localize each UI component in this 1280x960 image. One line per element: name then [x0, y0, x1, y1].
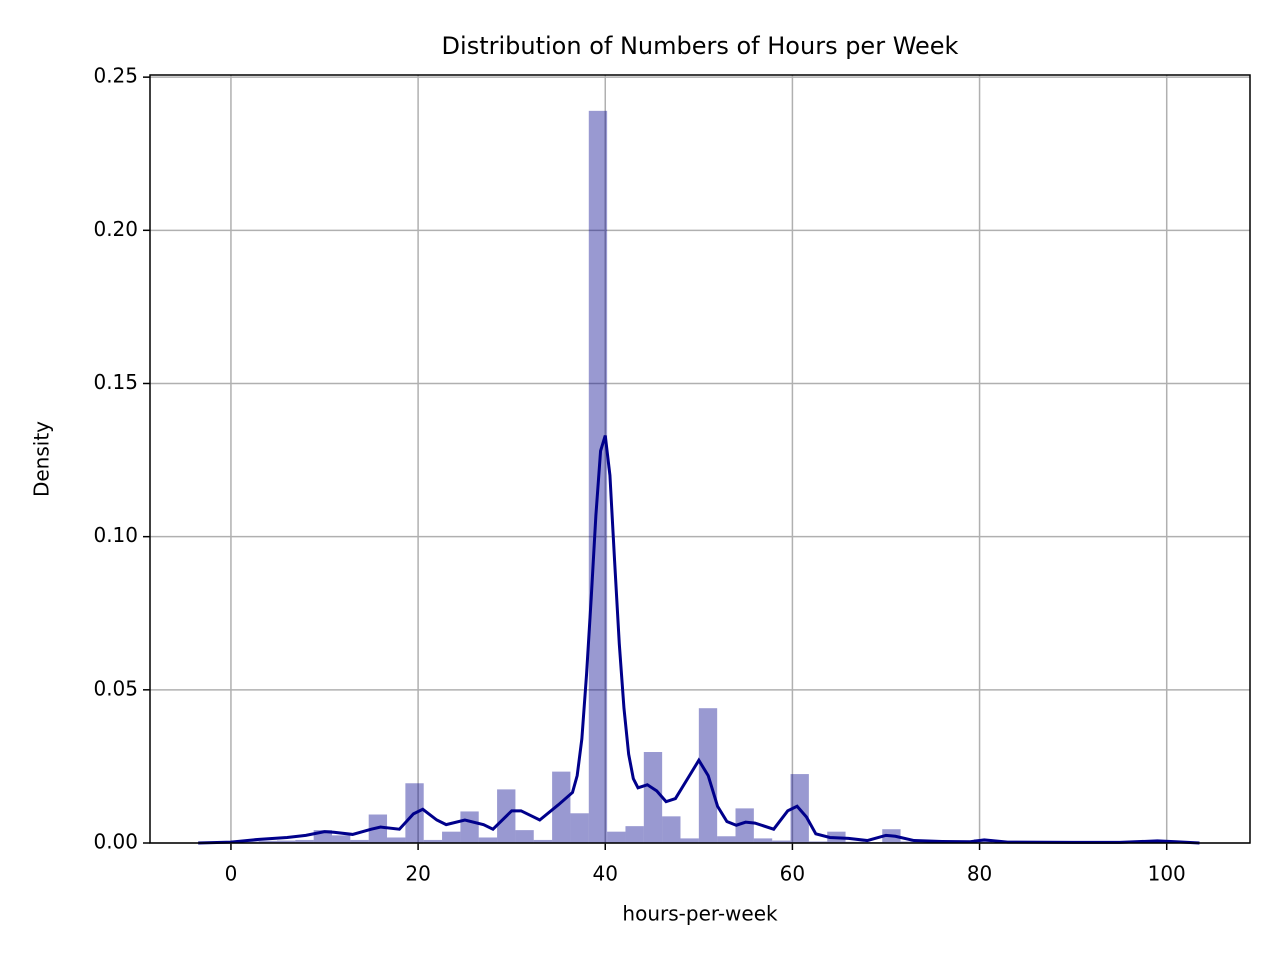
bar	[717, 836, 736, 843]
bar	[625, 826, 644, 843]
bar	[332, 835, 351, 843]
bar	[680, 838, 699, 843]
bar	[276, 840, 296, 843]
y-tick-label: 0.15	[93, 370, 138, 394]
x-tick-label: 0	[225, 862, 238, 886]
bar	[772, 840, 791, 843]
bar	[515, 830, 534, 843]
x-tick-label: 80	[967, 862, 992, 886]
chart-title: Distribution of Numbers of Hours per Wee…	[442, 32, 959, 60]
bar	[533, 839, 553, 843]
bar	[350, 839, 369, 843]
y-tick-label: 0.10	[93, 523, 138, 547]
x-tick-label: 20	[405, 862, 430, 886]
y-tick-label: 0.05	[93, 676, 138, 700]
plot-frame	[149, 74, 1251, 844]
x-tick-label: 60	[780, 862, 805, 886]
bar	[552, 771, 571, 843]
bar	[643, 752, 663, 843]
bar	[387, 837, 406, 843]
y-axis-label: Density	[30, 421, 54, 497]
bar	[735, 808, 754, 843]
bar	[607, 831, 626, 843]
y-tick-label: 0.20	[93, 217, 138, 241]
y-tick-label: 0.25	[93, 64, 138, 88]
bar	[460, 811, 479, 843]
kde-line	[198, 435, 1200, 845]
x-tick-label: 100	[1148, 862, 1186, 886]
bar	[753, 838, 773, 843]
bar	[295, 839, 314, 843]
bar	[662, 816, 681, 843]
bar	[240, 841, 259, 843]
bar	[258, 840, 277, 843]
bar	[900, 841, 919, 843]
bar	[442, 831, 461, 843]
y-tick-label: 0.00	[93, 830, 138, 854]
bar	[423, 839, 443, 843]
x-tick-label: 40	[593, 862, 618, 886]
x-axis-label: hours-per-week	[622, 902, 778, 926]
bar	[478, 837, 498, 843]
bar	[570, 813, 589, 843]
bar	[808, 841, 828, 843]
